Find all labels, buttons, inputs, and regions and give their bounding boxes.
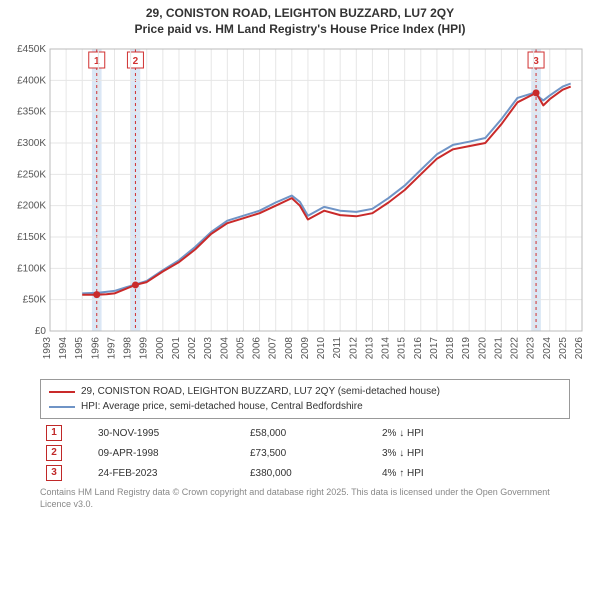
marker-price: £380,000 bbox=[244, 463, 376, 483]
svg-text:1997: 1997 bbox=[106, 337, 117, 360]
svg-text:2005: 2005 bbox=[235, 337, 246, 360]
svg-text:2002: 2002 bbox=[187, 337, 198, 360]
title-line2: Price paid vs. HM Land Registry's House … bbox=[135, 22, 466, 36]
chart-title: 29, CONISTON ROAD, LEIGHTON BUZZARD, LU7… bbox=[0, 0, 600, 39]
svg-text:£150K: £150K bbox=[17, 232, 46, 243]
svg-text:£200K: £200K bbox=[17, 201, 46, 212]
marker-price: £73,500 bbox=[244, 443, 376, 463]
legend: 29, CONISTON ROAD, LEIGHTON BUZZARD, LU7… bbox=[40, 379, 570, 419]
svg-text:2020: 2020 bbox=[477, 337, 488, 360]
legend-row-2: HPI: Average price, semi-detached house,… bbox=[49, 399, 561, 414]
svg-text:£350K: £350K bbox=[17, 107, 46, 118]
svg-text:1995: 1995 bbox=[74, 337, 85, 360]
svg-text:£0: £0 bbox=[35, 326, 47, 337]
svg-text:2009: 2009 bbox=[300, 337, 311, 360]
svg-text:2003: 2003 bbox=[203, 337, 214, 360]
svg-text:2008: 2008 bbox=[284, 337, 295, 360]
svg-text:2000: 2000 bbox=[155, 337, 166, 360]
svg-text:2001: 2001 bbox=[171, 337, 182, 360]
svg-text:2019: 2019 bbox=[461, 337, 472, 360]
line-chart: 1 2 3 £0 £50K £100K £150K £200K £250K £300K £350K £… bbox=[10, 43, 590, 373]
svg-text:2012: 2012 bbox=[348, 337, 359, 360]
svg-text:2018: 2018 bbox=[445, 337, 456, 360]
svg-text:£100K: £100K bbox=[17, 264, 46, 275]
svg-text:£250K: £250K bbox=[17, 170, 46, 181]
svg-text:£300K: £300K bbox=[17, 138, 46, 149]
chart-container: { "title_line1": "29, CONISTON ROAD, LEI… bbox=[0, 0, 600, 590]
svg-text:2017: 2017 bbox=[429, 337, 440, 360]
marker-number: 1 bbox=[46, 425, 62, 441]
legend-row-1: 29, CONISTON ROAD, LEIGHTON BUZZARD, LU7… bbox=[49, 384, 561, 399]
svg-text:2023: 2023 bbox=[526, 337, 537, 360]
svg-text:3: 3 bbox=[533, 56, 539, 67]
marker-row: 1 30-NOV-1995£58,0002% ↓ HPI bbox=[40, 423, 570, 443]
svg-text:1996: 1996 bbox=[90, 337, 101, 360]
marker-number: 3 bbox=[46, 465, 62, 481]
svg-text:2026: 2026 bbox=[574, 337, 585, 360]
svg-text:2007: 2007 bbox=[268, 337, 279, 360]
marker-date: 24-FEB-2023 bbox=[92, 463, 244, 483]
svg-text:£50K: £50K bbox=[23, 295, 47, 306]
svg-text:2016: 2016 bbox=[413, 337, 424, 360]
svg-text:1: 1 bbox=[94, 56, 100, 67]
svg-text:1998: 1998 bbox=[123, 337, 134, 360]
legend-swatch-2 bbox=[49, 406, 75, 408]
svg-text:2015: 2015 bbox=[397, 337, 408, 360]
svg-text:2014: 2014 bbox=[381, 337, 392, 360]
title-line1: 29, CONISTON ROAD, LEIGHTON BUZZARD, LU7… bbox=[146, 6, 454, 20]
marker-delta: 3% ↓ HPI bbox=[376, 443, 570, 463]
svg-text:2004: 2004 bbox=[219, 337, 230, 360]
svg-text:2006: 2006 bbox=[252, 337, 263, 360]
svg-text:2: 2 bbox=[133, 56, 139, 67]
svg-text:2011: 2011 bbox=[332, 337, 343, 359]
legend-swatch-1 bbox=[49, 391, 75, 393]
marker-delta: 2% ↓ HPI bbox=[376, 423, 570, 443]
svg-text:1993: 1993 bbox=[42, 337, 53, 360]
chart-svg: 1 2 3 £0 £50K £100K £150K £200K £250K £300K £350K £… bbox=[10, 43, 590, 373]
marker-date: 09-APR-1998 bbox=[92, 443, 244, 463]
marker-delta: 4% ↑ HPI bbox=[376, 463, 570, 483]
legend-label-1: 29, CONISTON ROAD, LEIGHTON BUZZARD, LU7… bbox=[81, 384, 440, 399]
legend-label-2: HPI: Average price, semi-detached house,… bbox=[81, 399, 363, 414]
svg-text:£400K: £400K bbox=[17, 76, 46, 87]
svg-text:2013: 2013 bbox=[364, 337, 375, 360]
svg-text:2022: 2022 bbox=[510, 337, 521, 360]
marker-row: 2 09-APR-1998£73,5003% ↓ HPI bbox=[40, 443, 570, 463]
marker-price: £58,000 bbox=[244, 423, 376, 443]
svg-text:2021: 2021 bbox=[493, 337, 504, 360]
svg-text:£450K: £450K bbox=[17, 44, 46, 55]
marker-row: 3 24-FEB-2023£380,0004% ↑ HPI bbox=[40, 463, 570, 483]
svg-text:1999: 1999 bbox=[139, 337, 150, 360]
marker-number: 2 bbox=[46, 445, 62, 461]
svg-text:2010: 2010 bbox=[316, 337, 327, 360]
svg-text:1994: 1994 bbox=[58, 337, 69, 360]
footnote: Contains HM Land Registry data © Crown c… bbox=[40, 487, 570, 510]
marker-date: 30-NOV-1995 bbox=[92, 423, 244, 443]
markers-table: 1 30-NOV-1995£58,0002% ↓ HPI 2 09-APR-1998£… bbox=[40, 423, 570, 483]
svg-text:2025: 2025 bbox=[558, 337, 569, 360]
svg-text:2024: 2024 bbox=[542, 337, 553, 360]
